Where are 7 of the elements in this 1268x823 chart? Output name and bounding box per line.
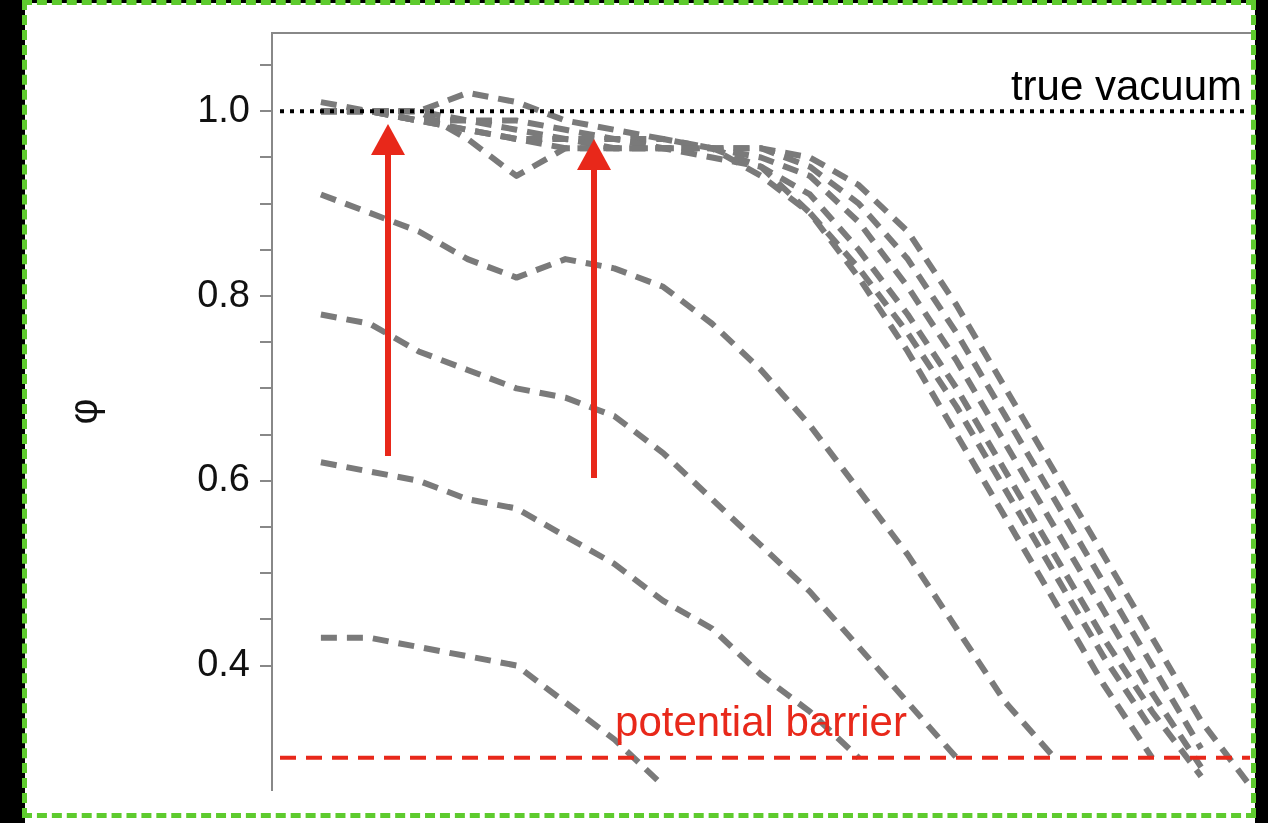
y-tick-label: 0.6 — [197, 457, 250, 500]
y-tick-label: 0.4 — [197, 641, 250, 684]
ref-line-label: potential barrier — [615, 698, 907, 746]
y-tick-label: 1.0 — [197, 87, 250, 130]
y-tick-label: 0.8 — [197, 272, 250, 315]
y-axis-title: φ — [61, 398, 106, 425]
ref-line-label: true vacuum — [1010, 61, 1242, 109]
